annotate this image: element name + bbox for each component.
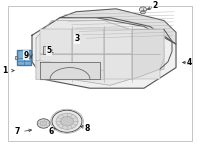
Bar — [40, 29, 72, 54]
Text: 5: 5 — [46, 46, 52, 55]
Polygon shape — [32, 18, 176, 88]
Text: 6: 6 — [48, 127, 54, 136]
Text: 2: 2 — [152, 1, 158, 10]
Circle shape — [56, 113, 78, 129]
Circle shape — [52, 110, 82, 132]
Text: 1: 1 — [2, 66, 8, 75]
Polygon shape — [141, 11, 145, 14]
Bar — [104, 29, 132, 54]
Bar — [17, 50, 31, 65]
Text: 8: 8 — [84, 124, 90, 133]
Bar — [132, 29, 160, 54]
Text: 7: 7 — [14, 127, 20, 136]
Bar — [15, 56, 17, 59]
Bar — [40, 54, 72, 79]
Polygon shape — [60, 9, 176, 44]
Circle shape — [40, 121, 47, 126]
Polygon shape — [132, 29, 164, 79]
Polygon shape — [40, 62, 100, 79]
Bar — [104, 54, 132, 79]
Circle shape — [61, 117, 73, 126]
Bar — [72, 54, 104, 79]
Bar — [43, 46, 51, 54]
Bar — [72, 29, 104, 54]
Text: 9: 9 — [23, 51, 29, 60]
Bar — [132, 54, 160, 79]
Polygon shape — [36, 60, 104, 79]
Polygon shape — [36, 21, 164, 85]
Circle shape — [37, 119, 50, 128]
Text: 3: 3 — [74, 34, 80, 44]
Circle shape — [139, 7, 147, 12]
Text: 4: 4 — [186, 58, 192, 67]
